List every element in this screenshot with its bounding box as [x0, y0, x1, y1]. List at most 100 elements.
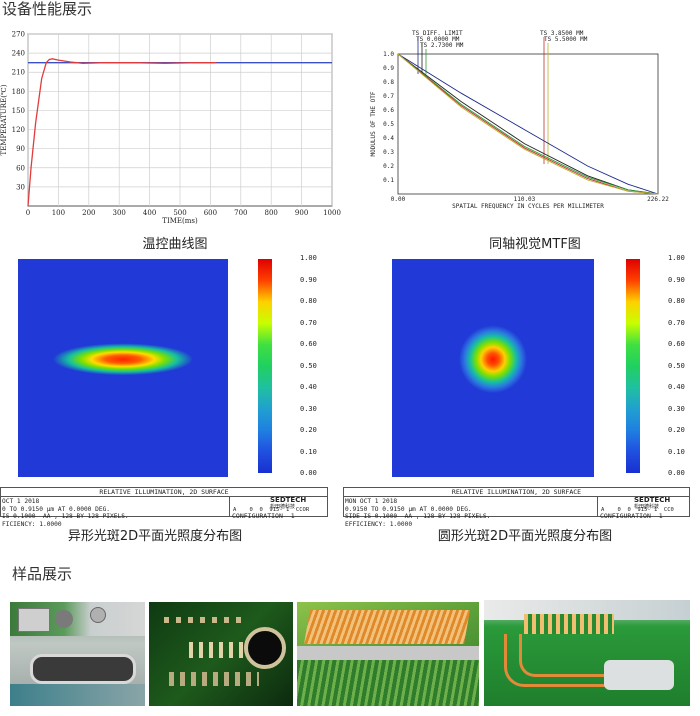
mtf-y-axis-label: MODULUS OF THE OTF — [370, 91, 377, 156]
round-colorbar-tick: 0.30 — [668, 404, 685, 413]
round-spot-caption: 圆形光斑2D平面光照度分布图 — [437, 529, 613, 544]
temp-x-tick-label: 500 — [173, 209, 186, 217]
temp-x-tick-label: 200 — [82, 209, 95, 217]
round-config: CONFIGURATION 1 — [600, 512, 663, 520]
mtf-y-tick-label: 0.8 — [383, 79, 394, 86]
temp-x-tick-label: 900 — [295, 209, 308, 217]
temp-x-tick-label: 600 — [204, 209, 217, 217]
temp-y-tick-label: 90 — [16, 145, 25, 153]
elliptic-logo-cn: 松田德科技 — [270, 504, 296, 510]
round-logo: SEDTECH — [634, 496, 671, 504]
temp-series-measured — [27, 58, 217, 207]
temp-x-tick-label: 300 — [113, 209, 126, 217]
temp-x-tick-label: 400 — [143, 209, 156, 217]
sample-photo-2 — [149, 602, 293, 706]
mtf-legend-label: TS 2.7300 MM — [420, 42, 464, 49]
elliptic-colorbar-tick: 0.50 — [300, 361, 317, 370]
elliptic-colorbar-tick: 0.80 — [300, 297, 317, 305]
elliptic-code: A 0 0 915- 1 CCOR — [233, 507, 310, 513]
round-spot-heatmap — [392, 259, 594, 477]
temp-y-tick-label: 210 — [12, 69, 25, 77]
temp-x-tick-label: 1000 — [323, 209, 341, 217]
mtf-legend-label: TS 5.5000 MM — [544, 36, 588, 43]
temp-y-tick-label: 150 — [12, 107, 25, 115]
mtf-legend-label: TS 3.8500 MM — [540, 30, 584, 37]
mtf-legend-label: TS 0.0000 MM — [416, 36, 460, 43]
round-info-text: MON OCT 1 2018 0.9150 TO 0.9150 μm AT 0.… — [345, 498, 491, 528]
elliptic-colorbar-tick: 0.40 — [300, 383, 317, 391]
temperature-chart: 0 100 200 300 400 500 600 700 800 900 1000 30 60 90 12… — [0, 31, 341, 226]
temp-y-tick-label: 30 — [16, 183, 25, 191]
elliptic-spot-heatmap — [18, 259, 228, 477]
elliptic-logo: SEDTECH — [270, 496, 307, 504]
round-colorbar-tick: 0.60 — [668, 340, 685, 348]
mtf-caption: 同轴视觉MTF图 — [489, 237, 581, 252]
mtf-series-line — [397, 53, 659, 195]
elliptic-logo-block: SEDTECH 松田德科技 A 0 0 915- 1 CCOR CONFIGUR… — [229, 496, 328, 520]
mtf-plot-area — [397, 53, 659, 195]
temp-x-tick-label: 700 — [234, 209, 247, 217]
sample-photo-4 — [484, 600, 690, 706]
mtf-y-tick-label: 0.1 — [383, 177, 394, 184]
temp-y-tick-label: 180 — [12, 88, 25, 96]
mtf-series-line — [397, 53, 659, 195]
temp-x-tick-label: 0 — [26, 209, 30, 217]
temp-y-tick-label: 120 — [12, 126, 25, 134]
elliptic-colorbar-labels: 1.00 0.90 0.80 0.70 0.60 0.50 0.40 0.30 0.20 0.10… — [300, 254, 330, 480]
mtf-y-tick-label: 1.0 — [383, 51, 394, 58]
elliptic-colorbar-tick: 0.90 — [300, 275, 317, 284]
round-colorbar-tick: 0.90 — [668, 275, 685, 284]
temp-y-tick-label: 60 — [16, 164, 25, 172]
round-colorbar-tick: 0.80 — [668, 297, 685, 305]
performance-section-title: 设备性能展示 — [2, 0, 93, 18]
round-colorbar-tick: 0.20 — [668, 426, 685, 434]
mtf-y-tick-label: 0.9 — [383, 65, 394, 72]
round-colorbar-tick: 0.70 — [668, 318, 685, 327]
mtf-y-tick-label: 0.4 — [383, 135, 394, 142]
mtf-x-tick-label: 110.03 — [514, 196, 536, 203]
temp-x-tick-label: 800 — [265, 209, 278, 217]
round-colorbar — [626, 259, 640, 473]
round-colorbar-labels: 1.00 0.90 0.80 0.70 0.60 0.50 0.40 0.30 0.20 0.10… — [668, 254, 698, 480]
mtf-x-axis-label: SPATIAL FREQUENCY IN CYCLES PER MILLIMET… — [452, 203, 604, 210]
sample-photo-3 — [297, 602, 479, 706]
temp-y-axis-label: TEMPERATURE(℃) — [0, 84, 8, 155]
elliptic-colorbar-tick: 0.60 — [300, 340, 317, 348]
mtf-y-tick-label: 0.6 — [383, 107, 394, 114]
round-logo-cn: 松田德科技 — [634, 504, 660, 510]
elliptic-spot-caption: 异形光斑2D平面光照度分布图 — [67, 529, 243, 544]
elliptic-colorbar-tick: 1.00 — [300, 254, 317, 262]
temp-x-axis-label: TIME(ms) — [162, 217, 198, 225]
elliptic-info-panel: RELATIVE ILLUMINATION, 2D SURFACE OCT 1 … — [0, 487, 328, 528]
mtf-legend-label: TS DIFF. LIMIT — [412, 30, 463, 37]
elliptic-colorbar-tick: 0.30 — [300, 404, 317, 413]
elliptic-info-header: RELATIVE ILLUMINATION, 2D SURFACE — [1, 488, 327, 497]
temp-y-tick-label: 270 — [12, 31, 25, 39]
elliptic-colorbar-tick: 0.00 — [300, 469, 317, 477]
sample-photo-1 — [10, 602, 145, 706]
elliptic-colorbar-tick: 0.70 — [300, 318, 317, 327]
elliptic-colorbar — [258, 259, 272, 473]
mtf-chart: 0.1 0.2 0.3 0.4 0.5 0.6 0.7 0.8 0.9 1.0 0.00 110.03… — [370, 30, 669, 210]
temp-curve-caption: 温控曲线图 — [142, 237, 208, 252]
round-colorbar-tick: 1.00 — [668, 254, 685, 262]
samples-section-title: 样品展示 — [12, 565, 73, 583]
elliptic-config: CONFIGURATION 1 — [232, 512, 295, 520]
mtf-y-tick-label: 0.7 — [383, 93, 394, 100]
elliptic-info-text: OCT 1 2018 0 TO 0.9150 μm AT 0.0000 DEG.… — [2, 498, 129, 528]
temp-x-tick-label: 100 — [52, 209, 65, 217]
round-colorbar-tick: 0.50 — [668, 361, 685, 370]
mtf-y-tick-label: 0.3 — [383, 149, 394, 156]
round-info-header: RELATIVE ILLUMINATION, 2D SURFACE — [344, 488, 689, 497]
elliptic-colorbar-tick: 0.20 — [300, 426, 317, 434]
mtf-x-tick-label: 226.22 — [647, 196, 669, 203]
temp-y-tick-label: 240 — [12, 50, 25, 58]
mtf-y-tick-label: 0.5 — [383, 121, 394, 128]
round-colorbar-tick: 0.10 — [668, 447, 685, 456]
elliptic-colorbar-tick: 0.10 — [300, 447, 317, 456]
round-logo-block: SEDTECH 松田德科技 A 0 0 915- 1 CC0 CONFIGURA… — [597, 496, 690, 520]
mtf-x-tick-label: 0.00 — [391, 196, 406, 203]
round-code: A 0 0 915- 1 CC0 — [601, 507, 674, 513]
round-colorbar-tick: 0.00 — [668, 469, 685, 477]
round-colorbar-tick: 0.40 — [668, 383, 685, 391]
